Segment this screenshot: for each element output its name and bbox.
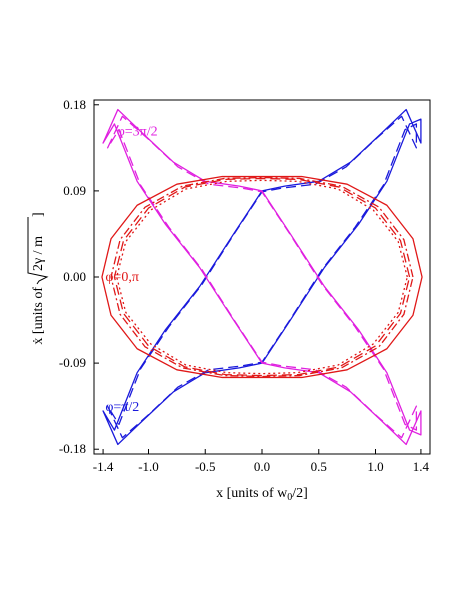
phase-annotation-magenta: φ=3π/2	[117, 124, 158, 139]
y-axis-label-sqrt-sign	[27, 217, 49, 285]
series-line-phi_0_pi-dashed	[113, 177, 411, 377]
phase-annotation-blue: φ=π/2	[105, 400, 139, 415]
y-tick-label: 0.00	[63, 269, 86, 284]
tick-layer: -1.4 -1.0 -0.5 0.0 0.5 1.0 1.4 -0.18 -0.09 0.00 0.…	[59, 97, 430, 474]
y-tick-label: 0.18	[63, 97, 86, 112]
y-tick-label: 0.09	[63, 183, 86, 198]
y-axis-label-prefix: ẋ [units of	[31, 287, 46, 345]
series-line-phi_0_pi-dotted	[116, 179, 408, 375]
annotation-layer: φ=3π/2 φ=0,π φ=π/2	[105, 124, 157, 415]
x-tick-label: 1.4	[413, 459, 430, 474]
x-tick-label: 0.0	[254, 459, 270, 474]
series-line-phi_0_pi-solid	[101, 175, 423, 379]
y-axis-label-tail: ]	[31, 212, 46, 217]
series-line-phi_0_pi-dashdot	[110, 176, 414, 378]
x-tick-label: -0.5	[195, 459, 216, 474]
series-line-phi_pi_over_2-dashed	[106, 115, 418, 439]
x-tick-label: -1.0	[138, 459, 159, 474]
x-tick-label: 1.0	[367, 459, 383, 474]
series-line-phi_3pi_over_2-solid	[102, 108, 422, 446]
series-line-phi_3pi_over_2-dashed	[106, 115, 418, 439]
plot-frame	[93, 99, 431, 455]
phase-annotation-red: φ=0,π	[105, 270, 139, 285]
series-line-phi_pi_over_2-solid	[102, 108, 422, 446]
x-axis-label: x [units of w0/2]	[216, 486, 308, 503]
x-tick-label: 0.5	[311, 459, 327, 474]
y-tick-label: -0.09	[59, 355, 86, 370]
y-axis-label: ẋ [units of 2γ / m ]	[27, 212, 49, 345]
x-tick-label: -1.4	[93, 459, 114, 474]
y-tick-label: -0.18	[59, 441, 86, 456]
y-axis-label-sqrt: 2γ / m	[31, 236, 46, 271]
series-layer	[101, 108, 423, 446]
